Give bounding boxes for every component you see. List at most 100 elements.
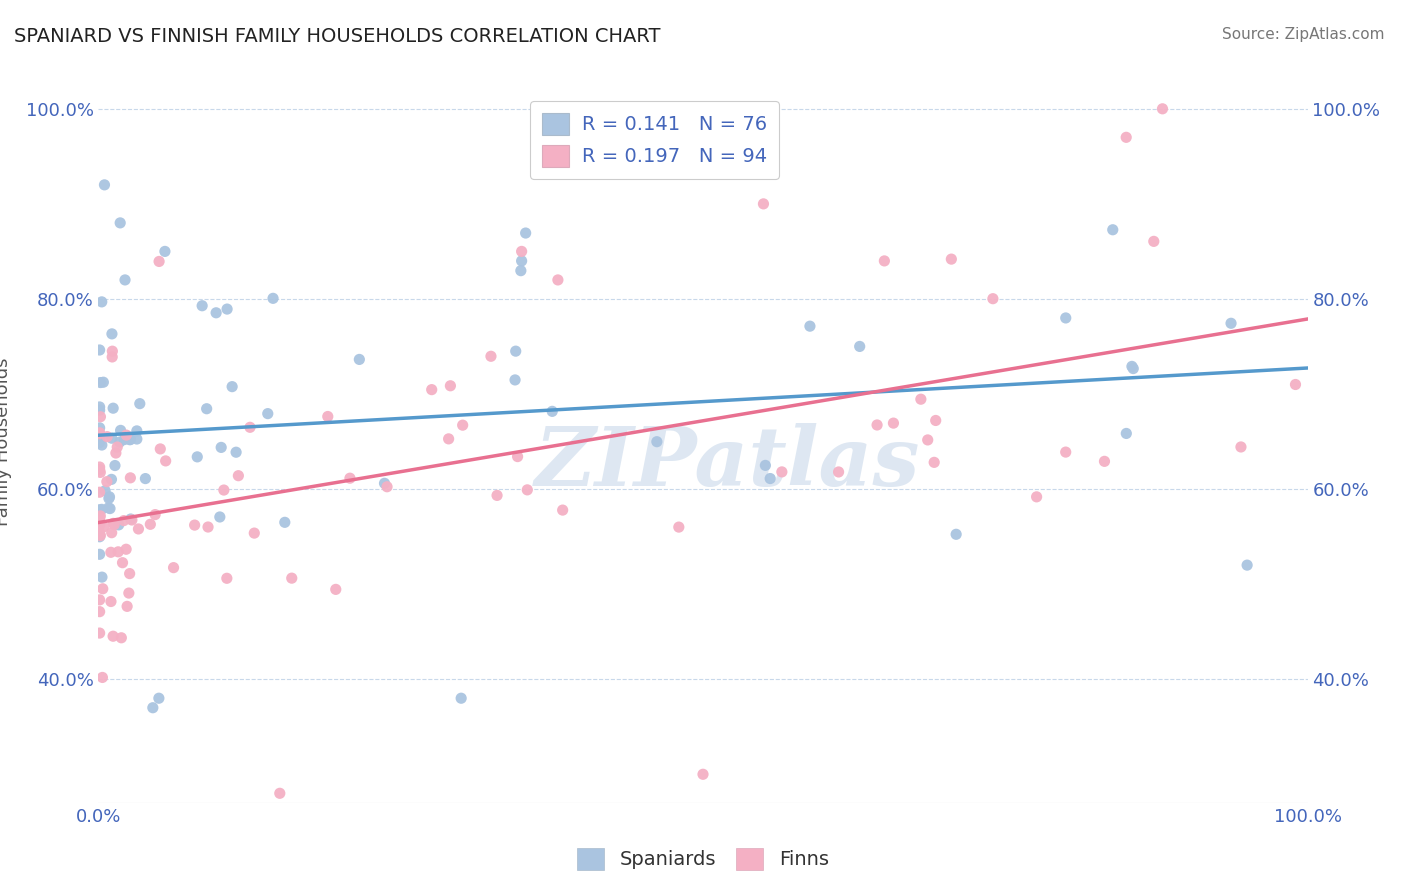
Point	[759, 471, 782, 485]
Point	[89, 530, 111, 544]
Point	[269, 786, 291, 800]
Point	[668, 520, 690, 534]
Point	[89, 508, 111, 523]
Point	[89, 432, 111, 446]
Point	[93, 375, 115, 389]
Point	[209, 441, 232, 455]
Point	[89, 517, 111, 532]
Point	[101, 629, 124, 643]
Point	[437, 432, 460, 446]
Point	[111, 556, 134, 570]
Point	[100, 545, 122, 559]
Point	[848, 339, 870, 353]
Point	[115, 428, 138, 442]
Point	[509, 263, 531, 277]
Point	[1115, 426, 1137, 441]
Point	[1115, 130, 1137, 145]
Point	[692, 767, 714, 781]
Point	[125, 432, 148, 446]
Point	[515, 226, 537, 240]
Point	[90, 438, 112, 452]
Point	[541, 404, 564, 418]
Point	[89, 547, 111, 561]
Point	[205, 306, 228, 320]
Point	[439, 378, 461, 392]
Point	[752, 197, 775, 211]
Point	[89, 343, 111, 357]
Point	[373, 476, 395, 491]
Point	[221, 379, 243, 393]
Point	[89, 409, 111, 424]
Point	[107, 545, 129, 559]
Legend: Spaniards, Finns: Spaniards, Finns	[569, 839, 837, 878]
Point	[186, 450, 208, 464]
Point	[107, 517, 129, 532]
Point	[100, 431, 122, 445]
Point	[118, 566, 141, 581]
Point	[118, 586, 141, 600]
Point	[212, 483, 235, 497]
Point	[1152, 102, 1174, 116]
Point	[94, 483, 117, 498]
Point	[208, 510, 231, 524]
Point	[89, 503, 111, 517]
Point	[89, 463, 111, 477]
Point	[225, 445, 247, 459]
Point	[100, 525, 122, 540]
Point	[239, 420, 262, 434]
Point	[89, 376, 111, 390]
Point	[1094, 454, 1116, 468]
Point	[108, 435, 131, 450]
Point	[90, 294, 112, 309]
Point	[1143, 235, 1166, 249]
Point	[108, 216, 131, 230]
Point	[89, 421, 111, 435]
Point	[142, 700, 165, 714]
Point	[1054, 445, 1077, 459]
Point	[120, 512, 142, 526]
Point	[191, 299, 214, 313]
Point	[547, 273, 569, 287]
Point	[866, 417, 889, 432]
Point	[104, 446, 127, 460]
Point	[910, 392, 932, 407]
Point	[89, 511, 111, 525]
Point	[110, 631, 132, 645]
Point	[89, 400, 111, 414]
Point	[217, 301, 239, 316]
Point	[1025, 490, 1047, 504]
Point	[101, 344, 124, 359]
Point	[339, 471, 361, 485]
Point	[89, 403, 111, 417]
Point	[873, 253, 896, 268]
Point	[799, 319, 821, 334]
Point	[349, 352, 371, 367]
Point	[770, 465, 793, 479]
Point	[101, 350, 124, 364]
Point	[505, 344, 527, 359]
Y-axis label: Family Households: Family Households	[0, 358, 11, 525]
Point	[503, 373, 526, 387]
Point	[510, 244, 533, 259]
Point	[89, 528, 111, 542]
Point	[90, 502, 112, 516]
Point	[149, 442, 172, 456]
Point	[450, 691, 472, 706]
Point	[183, 518, 205, 533]
Point	[148, 691, 170, 706]
Point	[96, 430, 118, 444]
Point	[316, 409, 339, 424]
Point	[101, 401, 124, 416]
Point	[155, 454, 177, 468]
Point	[281, 571, 304, 585]
Point	[754, 458, 776, 473]
Legend: R = 0.141   N = 76, R = 0.197   N = 94: R = 0.141 N = 76, R = 0.197 N = 94	[530, 101, 779, 178]
Point	[506, 450, 529, 464]
Point	[104, 458, 127, 473]
Point	[89, 593, 111, 607]
Point	[148, 254, 170, 268]
Point	[1101, 223, 1123, 237]
Point	[97, 500, 120, 515]
Point	[262, 291, 284, 305]
Point	[1121, 359, 1143, 374]
